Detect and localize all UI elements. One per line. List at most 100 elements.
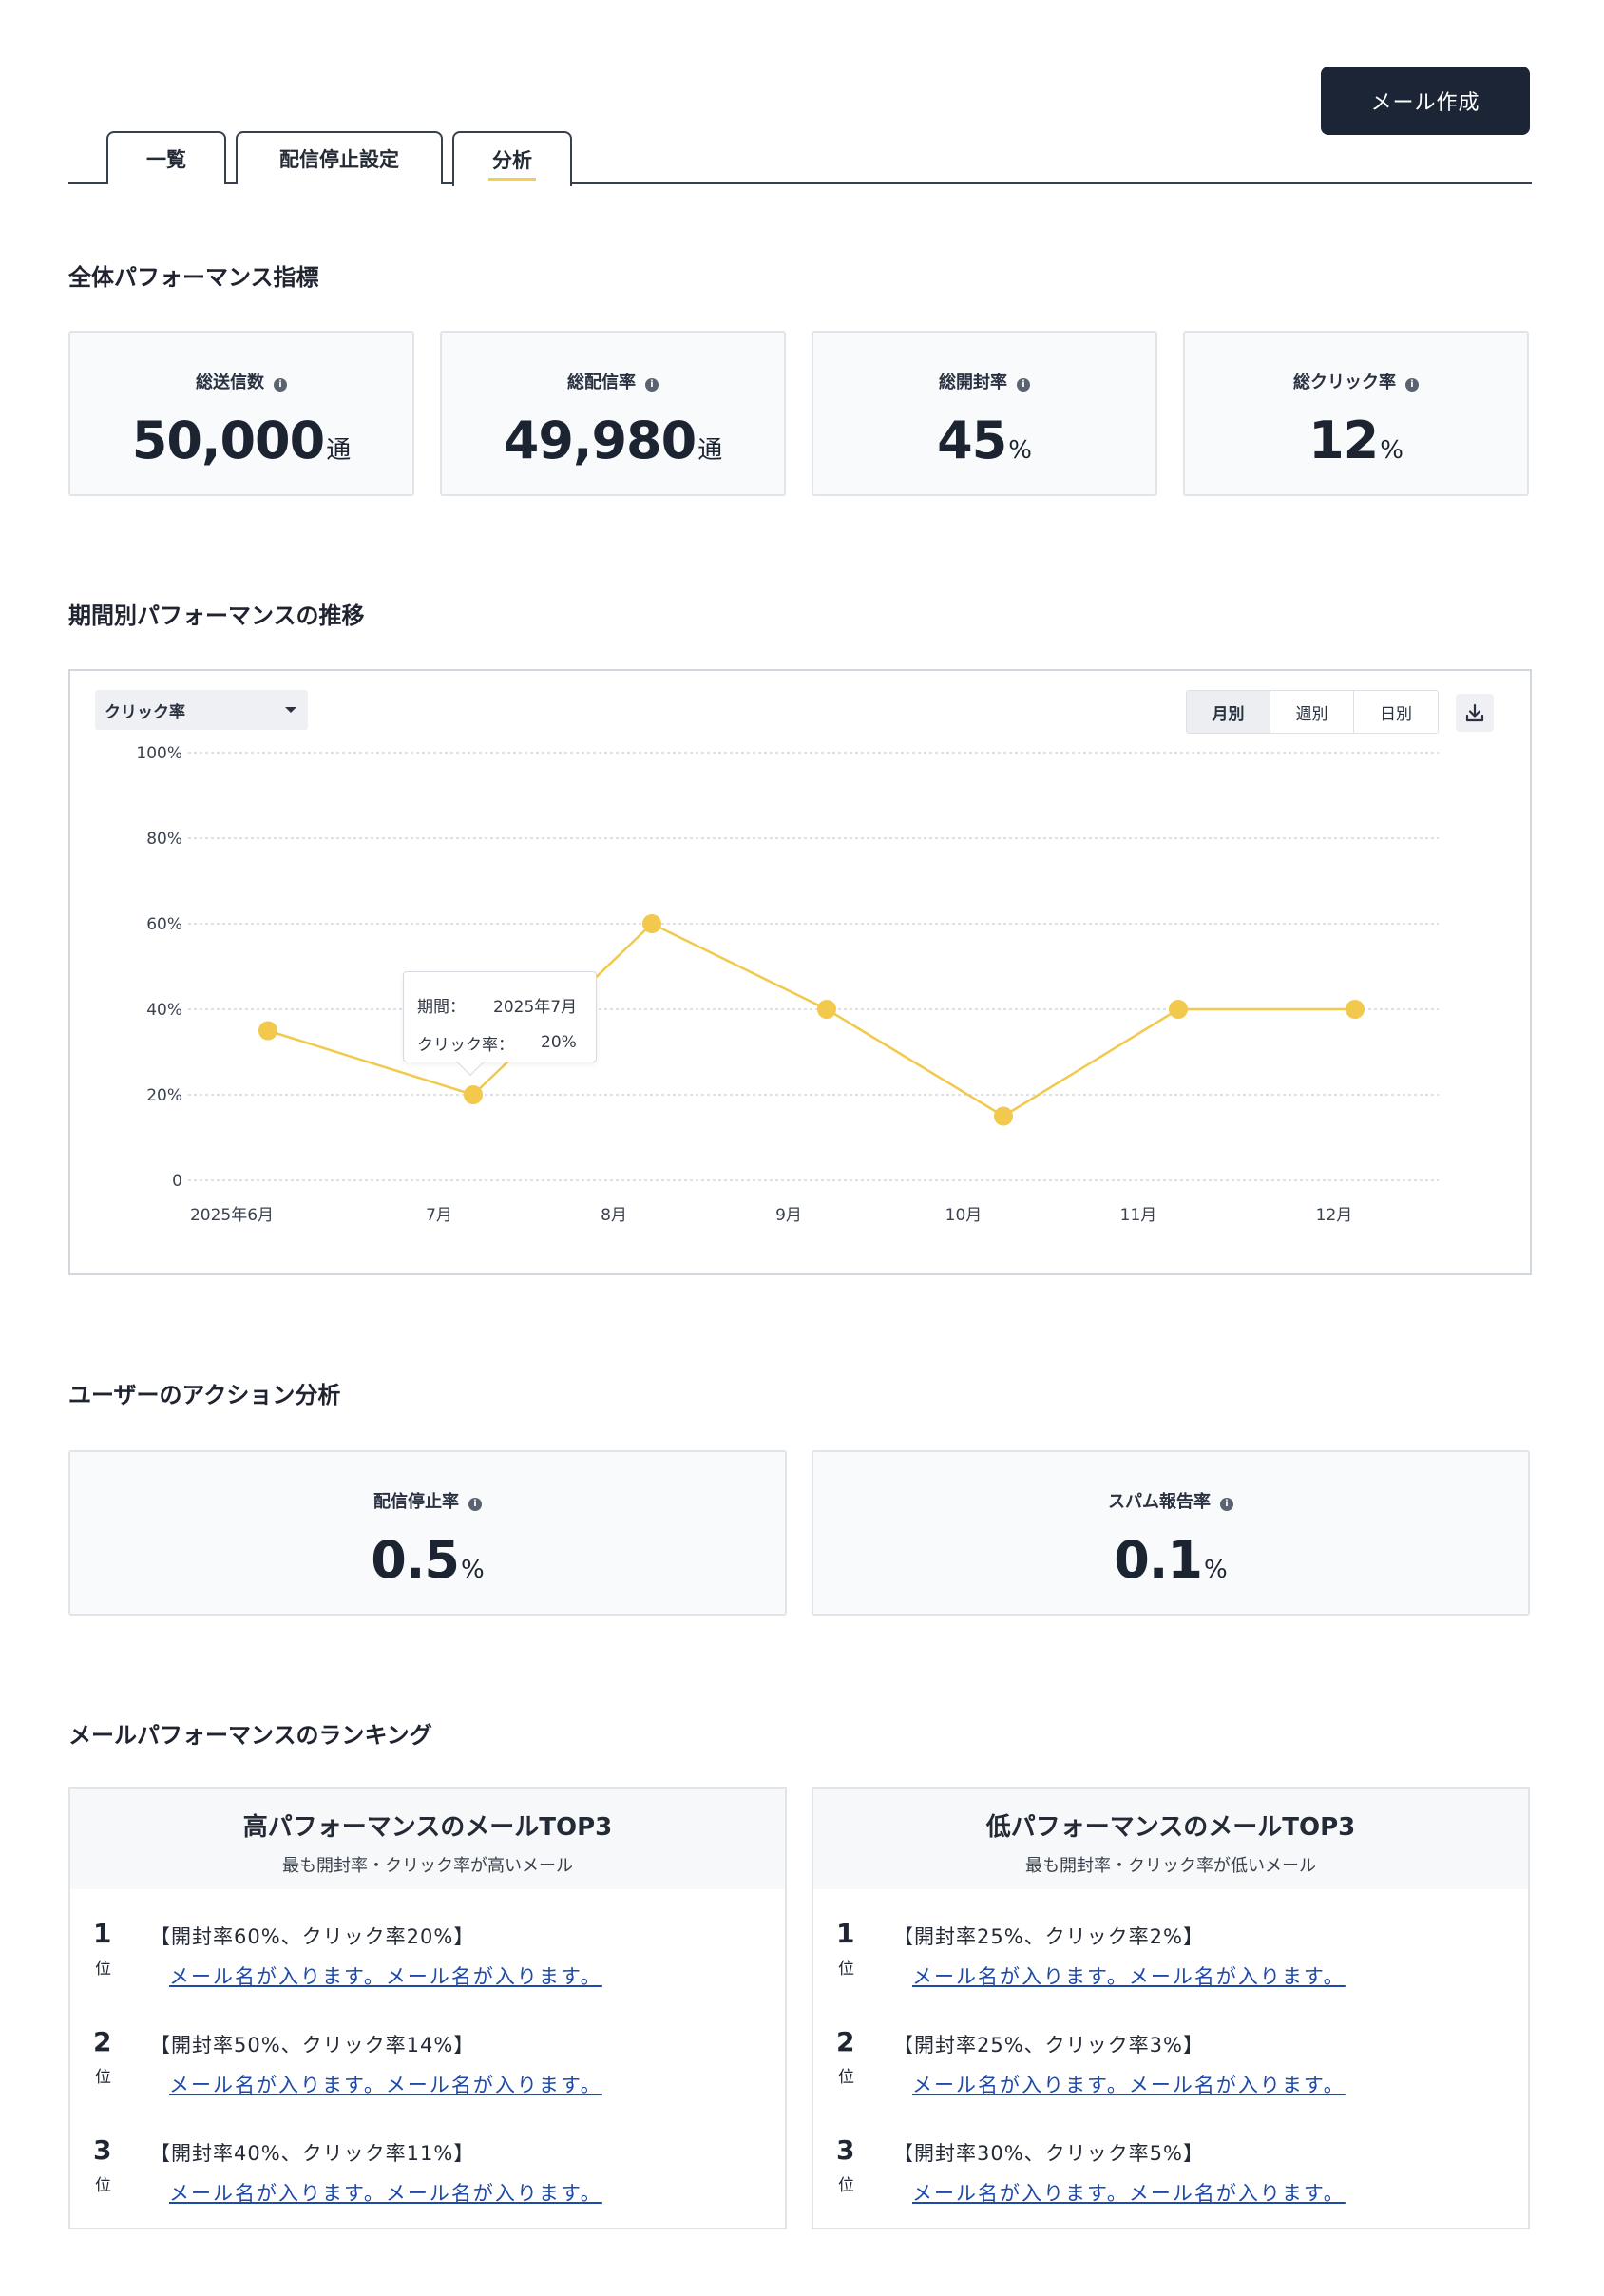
y-tick-label: 60% [146, 915, 182, 934]
tooltip-metric-value: 20% [541, 1033, 577, 1052]
x-tick-label: 8月 [601, 1206, 627, 1225]
data-point[interactable] [464, 1085, 483, 1104]
download-icon [1465, 703, 1484, 722]
info-icon[interactable]: i [1405, 378, 1419, 392]
rank-metrics: 【開封率25%、クリック率3%】 [893, 2034, 1204, 2057]
metric-unit: % [1380, 436, 1404, 465]
tab-unsubscribe-settings[interactable]: 配信停止設定 [236, 131, 443, 184]
rank-number: 3位 [93, 2134, 111, 2197]
metric-value: 0.1 [1114, 1530, 1203, 1590]
email-link[interactable]: メール名が入ります。メール名が入ります。 [912, 2182, 1346, 2205]
metric-unit: % [1008, 436, 1032, 465]
x-tick-label: 9月 [775, 1206, 802, 1225]
data-point[interactable] [994, 1106, 1013, 1126]
rank-metrics: 【開封率50%、クリック率14%】 [150, 2034, 475, 2057]
metric-unit: 通 [697, 436, 723, 465]
rank-card-title: 低パフォーマンスのメールTOP3 [985, 1813, 1356, 1842]
x-tick-label: 12月 [1316, 1206, 1353, 1225]
rank-number: 3位 [836, 2134, 854, 2197]
rank-card-title: 高パフォーマンスのメールTOP3 [242, 1813, 613, 1842]
rank-suffix: 位 [95, 1960, 111, 1979]
period-weekly-button[interactable]: 週別 [1270, 691, 1354, 733]
metric-unit: % [460, 1556, 485, 1584]
metric-card-spam-rate: スパム報告率 i 0.1% [812, 1450, 1530, 1616]
rank-card-subtitle: 最も開封率・クリック率が高いメール [282, 1856, 573, 1876]
y-tick-label: 100% [136, 744, 182, 763]
period-daily-button[interactable]: 日別 [1354, 691, 1438, 733]
rank-number: 2位 [93, 2026, 111, 2089]
metric-unit: 通 [326, 436, 352, 465]
metric-select[interactable]: クリック率 [95, 690, 308, 730]
email-link[interactable]: メール名が入ります。メール名が入ります。 [169, 1965, 602, 1988]
rank-suffix: 位 [838, 1960, 854, 1979]
metric-value: 0.5 [371, 1530, 460, 1590]
info-icon[interactable]: i [1220, 1498, 1233, 1511]
email-link[interactable]: メール名が入ります。メール名が入ります。 [169, 2074, 602, 2096]
y-tick-label: 40% [146, 1001, 182, 1020]
info-icon[interactable]: i [274, 378, 287, 392]
data-point[interactable] [1169, 1000, 1188, 1019]
tooltip-period-label: 期間： [417, 997, 466, 1017]
metric-value: 12 [1308, 411, 1379, 470]
rank-number: 2位 [836, 2026, 854, 2089]
rank-digit: 3 [93, 2134, 112, 2166]
actions-section-title: ユーザーのアクション分析 [68, 1382, 341, 1408]
metric-value: 49,980 [503, 411, 697, 470]
rank-digit: 2 [93, 2026, 112, 2057]
data-point[interactable] [817, 1000, 836, 1019]
active-tab-indicator [488, 178, 536, 181]
email-link[interactable]: メール名が入ります。メール名が入ります。 [912, 2074, 1346, 2096]
metric-label: 総開封率 [939, 373, 1007, 392]
metric-value: 45 [937, 411, 1007, 470]
chart-tooltip: 期間： 2025年7月 クリック率： 20% [403, 971, 597, 1077]
tab-label: 一覧 [146, 148, 186, 171]
metric-card-open-rate: 総開封率 i 45% [812, 331, 1157, 496]
metric-label: 総クリック率 [1293, 373, 1396, 392]
info-icon[interactable]: i [1017, 378, 1030, 392]
overall-section-title: 全体パフォーマンス指標 [68, 264, 319, 291]
x-tick-label: 10月 [945, 1206, 983, 1225]
tab-bar: 一覧 配信停止設定 分析 [68, 129, 1532, 186]
line-chart: 0 20% 40% 60% 80% 100% 2025年6月 7月 8月 9月 10月 11月 12月 [136, 744, 1439, 1225]
metric-label: スパム報告率 [1108, 1492, 1211, 1512]
rank-card-header: 高パフォーマンスのメールTOP3 最も開封率・クリック率が高いメール [70, 1789, 785, 1889]
tab-list[interactable]: 一覧 [106, 131, 226, 184]
info-icon[interactable]: i [468, 1498, 482, 1511]
metric-label: 配信停止率 [373, 1492, 459, 1512]
rank-suffix: 位 [95, 2176, 111, 2195]
rank-suffix: 位 [838, 2176, 854, 2195]
ranking-section-title: メールパフォーマンスのランキング [68, 1722, 432, 1749]
trend-chart-panel: 0 20% 40% 60% 80% 100% 2025年6月 7月 8月 9月 10月 11月 12月 … [68, 669, 1532, 1275]
tab-label: 配信停止設定 [279, 148, 399, 171]
tab-label: 分析 [492, 149, 532, 172]
metric-card-delivery: 総配信率 i 49,980通 [440, 331, 786, 496]
metric-card-total-sent: 総送信数 i 50,000通 [68, 331, 414, 496]
rank-digit: 1 [93, 1918, 112, 1949]
rank-suffix: 位 [838, 2068, 854, 2087]
email-link[interactable]: メール名が入ります。メール名が入ります。 [169, 2182, 602, 2205]
info-icon[interactable]: i [645, 378, 659, 392]
tab-analysis[interactable]: 分析 [452, 131, 572, 186]
tooltip-period-value: 2025年7月 [493, 997, 578, 1017]
period-toggle: 月別 週別 日別 [1186, 690, 1439, 734]
x-tick-label: 11月 [1120, 1206, 1157, 1225]
low-performance-card: 低パフォーマンスのメールTOP3 最も開封率・クリック率が低いメール 1位 【開… [812, 1787, 1530, 2229]
download-button[interactable] [1456, 694, 1494, 732]
rank-suffix: 位 [95, 2068, 111, 2087]
period-monthly-button[interactable]: 月別 [1187, 691, 1270, 733]
rank-number: 1位 [93, 1918, 111, 1980]
metric-value: 50,000 [131, 411, 325, 470]
email-link[interactable]: メール名が入ります。メール名が入ります。 [912, 1965, 1346, 1988]
metric-label: 総送信数 [196, 373, 264, 392]
x-tick-label: 7月 [426, 1206, 452, 1225]
data-point[interactable] [642, 914, 661, 933]
rank-card-subtitle: 最も開封率・クリック率が低いメール [1025, 1856, 1316, 1876]
rank-metrics: 【開封率25%、クリック率2%】 [893, 1925, 1204, 1948]
data-point[interactable] [258, 1021, 277, 1041]
rank-digit: 3 [836, 2134, 855, 2166]
rank-number: 1位 [836, 1918, 854, 1980]
create-email-button[interactable]: メール作成 [1321, 67, 1530, 135]
rank-digit: 1 [836, 1918, 855, 1949]
data-point[interactable] [1346, 1000, 1365, 1019]
trend-section-title: 期間別パフォーマンスの推移 [68, 603, 365, 629]
